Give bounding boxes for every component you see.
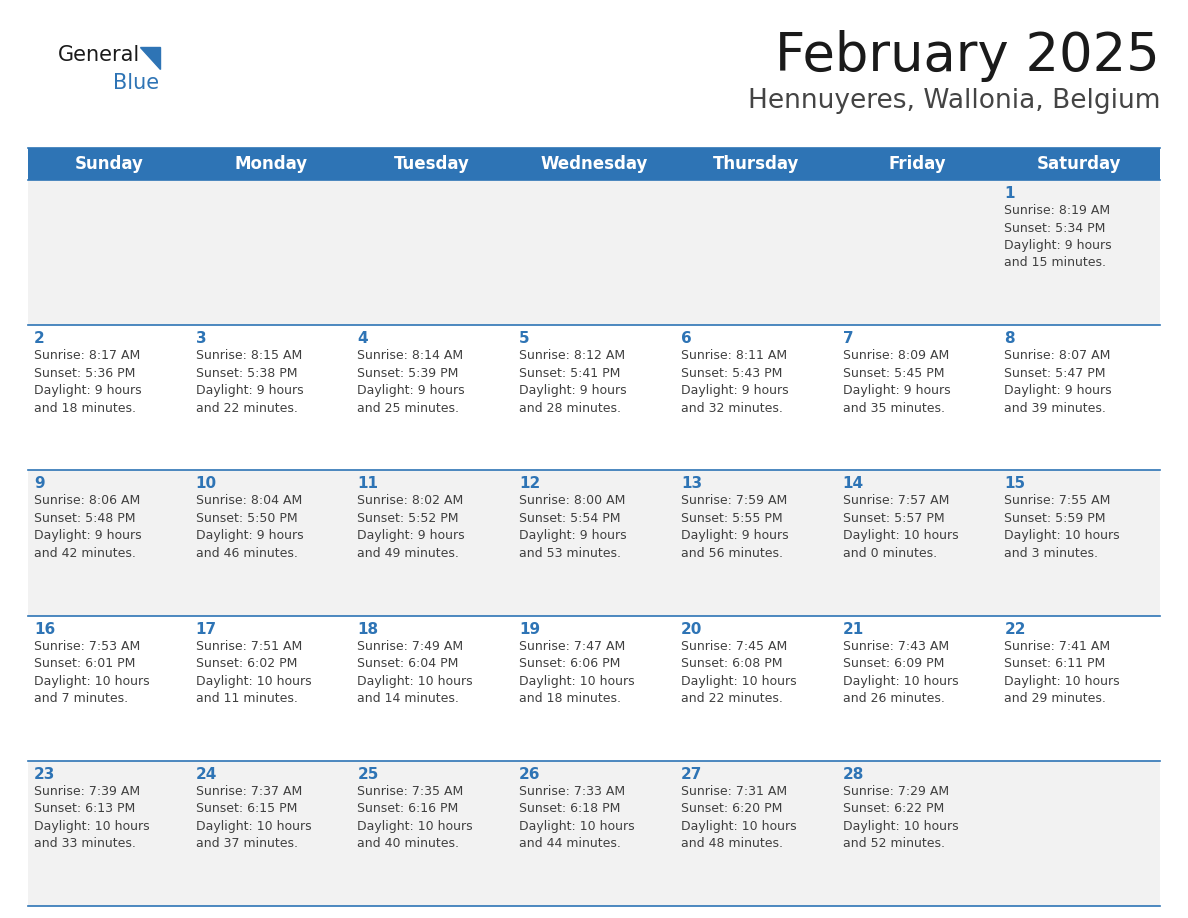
Text: Sunrise: 7:51 AM
Sunset: 6:02 PM
Daylight: 10 hours
and 11 minutes.: Sunrise: 7:51 AM Sunset: 6:02 PM Dayligh… — [196, 640, 311, 705]
Text: Sunrise: 7:53 AM
Sunset: 6:01 PM
Daylight: 10 hours
and 7 minutes.: Sunrise: 7:53 AM Sunset: 6:01 PM Dayligh… — [34, 640, 150, 705]
Text: 18: 18 — [358, 621, 379, 636]
Text: 5: 5 — [519, 331, 530, 346]
Text: 11: 11 — [358, 476, 379, 491]
Text: Sunrise: 7:33 AM
Sunset: 6:18 PM
Daylight: 10 hours
and 44 minutes.: Sunrise: 7:33 AM Sunset: 6:18 PM Dayligh… — [519, 785, 634, 850]
Text: Sunrise: 8:07 AM
Sunset: 5:47 PM
Daylight: 9 hours
and 39 minutes.: Sunrise: 8:07 AM Sunset: 5:47 PM Dayligh… — [1004, 349, 1112, 415]
Text: 21: 21 — [842, 621, 864, 636]
Text: Sunrise: 8:17 AM
Sunset: 5:36 PM
Daylight: 9 hours
and 18 minutes.: Sunrise: 8:17 AM Sunset: 5:36 PM Dayligh… — [34, 349, 141, 415]
Text: Sunrise: 7:49 AM
Sunset: 6:04 PM
Daylight: 10 hours
and 14 minutes.: Sunrise: 7:49 AM Sunset: 6:04 PM Dayligh… — [358, 640, 473, 705]
Text: Sunrise: 8:00 AM
Sunset: 5:54 PM
Daylight: 9 hours
and 53 minutes.: Sunrise: 8:00 AM Sunset: 5:54 PM Dayligh… — [519, 495, 627, 560]
Text: Monday: Monday — [234, 155, 308, 173]
Text: Sunday: Sunday — [75, 155, 144, 173]
Text: 7: 7 — [842, 331, 853, 346]
Polygon shape — [140, 47, 160, 69]
Text: 23: 23 — [34, 767, 56, 782]
Text: Sunrise: 7:41 AM
Sunset: 6:11 PM
Daylight: 10 hours
and 29 minutes.: Sunrise: 7:41 AM Sunset: 6:11 PM Dayligh… — [1004, 640, 1120, 705]
Text: Sunrise: 7:37 AM
Sunset: 6:15 PM
Daylight: 10 hours
and 37 minutes.: Sunrise: 7:37 AM Sunset: 6:15 PM Dayligh… — [196, 785, 311, 850]
Text: Sunrise: 8:06 AM
Sunset: 5:48 PM
Daylight: 9 hours
and 42 minutes.: Sunrise: 8:06 AM Sunset: 5:48 PM Dayligh… — [34, 495, 141, 560]
Text: 16: 16 — [34, 621, 56, 636]
Text: Sunrise: 8:15 AM
Sunset: 5:38 PM
Daylight: 9 hours
and 22 minutes.: Sunrise: 8:15 AM Sunset: 5:38 PM Dayligh… — [196, 349, 303, 415]
Text: Hennuyeres, Wallonia, Belgium: Hennuyeres, Wallonia, Belgium — [747, 88, 1159, 114]
Text: 8: 8 — [1004, 331, 1015, 346]
Bar — [29, 180, 1159, 325]
Text: 14: 14 — [842, 476, 864, 491]
Text: General: General — [58, 45, 140, 65]
Text: Saturday: Saturday — [1037, 155, 1121, 173]
Text: Sunrise: 7:55 AM
Sunset: 5:59 PM
Daylight: 10 hours
and 3 minutes.: Sunrise: 7:55 AM Sunset: 5:59 PM Dayligh… — [1004, 495, 1120, 560]
Text: Sunrise: 7:47 AM
Sunset: 6:06 PM
Daylight: 10 hours
and 18 minutes.: Sunrise: 7:47 AM Sunset: 6:06 PM Dayligh… — [519, 640, 634, 705]
Text: 22: 22 — [1004, 621, 1025, 636]
Text: 3: 3 — [196, 331, 207, 346]
Text: Sunrise: 8:12 AM
Sunset: 5:41 PM
Daylight: 9 hours
and 28 minutes.: Sunrise: 8:12 AM Sunset: 5:41 PM Dayligh… — [519, 349, 627, 415]
Text: 28: 28 — [842, 767, 864, 782]
Text: Sunrise: 8:02 AM
Sunset: 5:52 PM
Daylight: 9 hours
and 49 minutes.: Sunrise: 8:02 AM Sunset: 5:52 PM Dayligh… — [358, 495, 465, 560]
Text: Blue: Blue — [113, 73, 159, 93]
Text: 27: 27 — [681, 767, 702, 782]
Bar — [29, 761, 1159, 906]
Text: 12: 12 — [519, 476, 541, 491]
Text: Sunrise: 7:31 AM
Sunset: 6:20 PM
Daylight: 10 hours
and 48 minutes.: Sunrise: 7:31 AM Sunset: 6:20 PM Dayligh… — [681, 785, 796, 850]
Bar — [29, 148, 1159, 180]
Text: Sunrise: 7:39 AM
Sunset: 6:13 PM
Daylight: 10 hours
and 33 minutes.: Sunrise: 7:39 AM Sunset: 6:13 PM Dayligh… — [34, 785, 150, 850]
Text: 6: 6 — [681, 331, 691, 346]
Text: Sunrise: 8:11 AM
Sunset: 5:43 PM
Daylight: 9 hours
and 32 minutes.: Sunrise: 8:11 AM Sunset: 5:43 PM Dayligh… — [681, 349, 789, 415]
Text: Tuesday: Tuesday — [394, 155, 470, 173]
Text: Sunrise: 8:09 AM
Sunset: 5:45 PM
Daylight: 9 hours
and 35 minutes.: Sunrise: 8:09 AM Sunset: 5:45 PM Dayligh… — [842, 349, 950, 415]
Text: 20: 20 — [681, 621, 702, 636]
Text: 4: 4 — [358, 331, 368, 346]
Text: 19: 19 — [519, 621, 541, 636]
Text: Sunrise: 7:45 AM
Sunset: 6:08 PM
Daylight: 10 hours
and 22 minutes.: Sunrise: 7:45 AM Sunset: 6:08 PM Dayligh… — [681, 640, 796, 705]
Bar — [29, 470, 1159, 616]
Text: 26: 26 — [519, 767, 541, 782]
Text: Sunrise: 7:29 AM
Sunset: 6:22 PM
Daylight: 10 hours
and 52 minutes.: Sunrise: 7:29 AM Sunset: 6:22 PM Dayligh… — [842, 785, 959, 850]
Text: Sunrise: 7:35 AM
Sunset: 6:16 PM
Daylight: 10 hours
and 40 minutes.: Sunrise: 7:35 AM Sunset: 6:16 PM Dayligh… — [358, 785, 473, 850]
Text: Sunrise: 7:57 AM
Sunset: 5:57 PM
Daylight: 10 hours
and 0 minutes.: Sunrise: 7:57 AM Sunset: 5:57 PM Dayligh… — [842, 495, 959, 560]
Bar — [29, 616, 1159, 761]
Text: Wednesday: Wednesday — [541, 155, 647, 173]
Text: 24: 24 — [196, 767, 217, 782]
Text: 15: 15 — [1004, 476, 1025, 491]
Text: Sunrise: 7:43 AM
Sunset: 6:09 PM
Daylight: 10 hours
and 26 minutes.: Sunrise: 7:43 AM Sunset: 6:09 PM Dayligh… — [842, 640, 959, 705]
Text: 25: 25 — [358, 767, 379, 782]
Text: 10: 10 — [196, 476, 217, 491]
Text: Sunrise: 8:14 AM
Sunset: 5:39 PM
Daylight: 9 hours
and 25 minutes.: Sunrise: 8:14 AM Sunset: 5:39 PM Dayligh… — [358, 349, 465, 415]
Text: 2: 2 — [34, 331, 45, 346]
Text: 1: 1 — [1004, 186, 1015, 201]
Text: 9: 9 — [34, 476, 45, 491]
Text: 13: 13 — [681, 476, 702, 491]
Bar — [29, 325, 1159, 470]
Text: Sunrise: 8:19 AM
Sunset: 5:34 PM
Daylight: 9 hours
and 15 minutes.: Sunrise: 8:19 AM Sunset: 5:34 PM Dayligh… — [1004, 204, 1112, 270]
Text: Sunrise: 8:04 AM
Sunset: 5:50 PM
Daylight: 9 hours
and 46 minutes.: Sunrise: 8:04 AM Sunset: 5:50 PM Dayligh… — [196, 495, 303, 560]
Text: Thursday: Thursday — [713, 155, 798, 173]
Text: Sunrise: 7:59 AM
Sunset: 5:55 PM
Daylight: 9 hours
and 56 minutes.: Sunrise: 7:59 AM Sunset: 5:55 PM Dayligh… — [681, 495, 789, 560]
Text: February 2025: February 2025 — [776, 30, 1159, 82]
Text: Friday: Friday — [889, 155, 946, 173]
Text: 17: 17 — [196, 621, 217, 636]
